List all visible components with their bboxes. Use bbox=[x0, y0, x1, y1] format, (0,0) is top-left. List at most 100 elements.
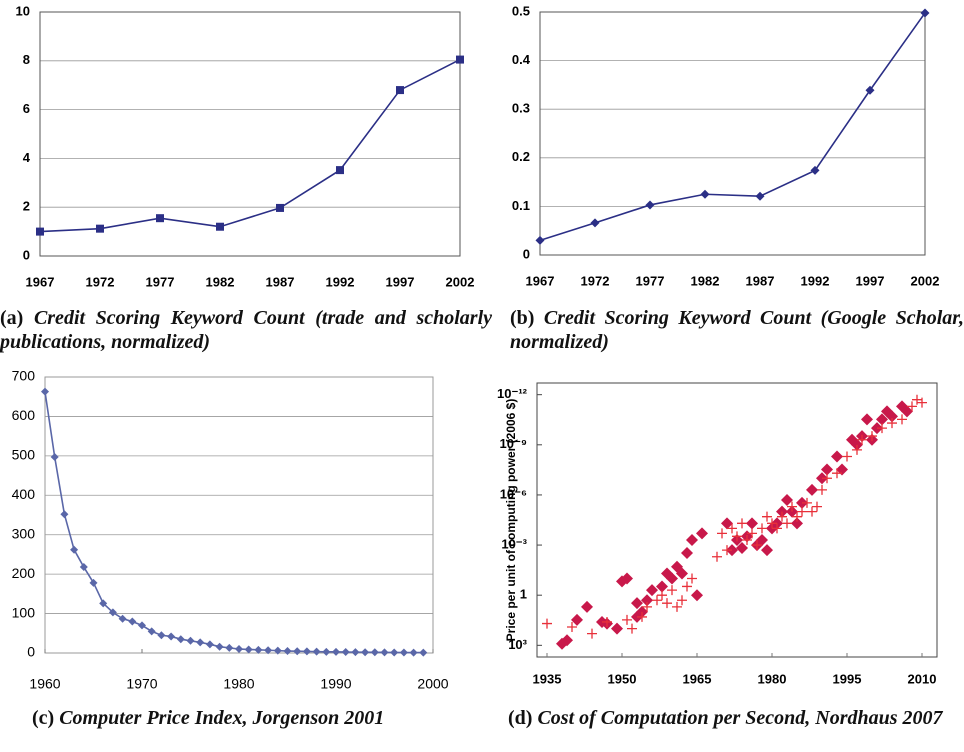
marker bbox=[332, 647, 340, 656]
marker bbox=[762, 511, 772, 522]
marker bbox=[336, 166, 344, 175]
marker bbox=[636, 605, 648, 618]
marker bbox=[351, 648, 360, 657]
marker bbox=[293, 647, 302, 656]
marker bbox=[657, 590, 667, 601]
y-tick-label: 10³ bbox=[508, 637, 527, 652]
x-tick-label: 1980 bbox=[223, 676, 254, 692]
x-tick-label: 1967 bbox=[526, 273, 555, 288]
marker bbox=[567, 621, 577, 632]
marker bbox=[399, 648, 408, 657]
marker bbox=[756, 534, 768, 547]
marker bbox=[736, 542, 748, 555]
y-tick-label: 0.5 bbox=[512, 3, 530, 18]
marker bbox=[322, 647, 331, 656]
marker bbox=[50, 453, 59, 462]
marker bbox=[822, 473, 832, 484]
x-tick-label: 1987 bbox=[746, 273, 775, 288]
caption-label: (a) bbox=[0, 307, 24, 329]
marker bbox=[254, 645, 263, 654]
marker bbox=[535, 235, 545, 245]
marker bbox=[642, 601, 652, 612]
marker bbox=[727, 523, 737, 534]
x-tick-label: 2000 bbox=[417, 676, 448, 692]
marker bbox=[836, 463, 848, 476]
marker bbox=[631, 597, 643, 610]
marker bbox=[920, 8, 930, 18]
marker bbox=[235, 645, 243, 654]
y-tick-label: 8 bbox=[23, 52, 30, 67]
marker bbox=[542, 618, 552, 629]
marker bbox=[802, 497, 812, 508]
marker bbox=[581, 600, 593, 613]
x-tick-label: 1972 bbox=[581, 273, 610, 288]
marker bbox=[817, 484, 827, 495]
y-tick-label: 10 bbox=[16, 3, 30, 18]
x-tick-label: 1997 bbox=[386, 274, 415, 289]
marker bbox=[396, 86, 404, 95]
marker bbox=[667, 585, 677, 596]
marker bbox=[821, 463, 833, 476]
marker bbox=[156, 214, 164, 223]
marker bbox=[810, 165, 820, 175]
marker bbox=[380, 648, 389, 657]
y-tick-label: 400 bbox=[12, 486, 36, 502]
x-tick-label: 1982 bbox=[691, 273, 720, 288]
marker bbox=[857, 434, 867, 445]
marker bbox=[712, 551, 722, 562]
marker bbox=[225, 643, 234, 652]
marker bbox=[867, 431, 877, 442]
x-tick-label: 1972 bbox=[86, 274, 115, 289]
marker bbox=[886, 410, 898, 423]
marker bbox=[700, 189, 710, 199]
y-tick-label: 1 bbox=[520, 587, 527, 602]
marker bbox=[852, 444, 862, 455]
marker bbox=[216, 222, 224, 231]
y-tick-label: 0.4 bbox=[512, 52, 531, 67]
caption-label: (b) bbox=[510, 307, 535, 329]
marker bbox=[737, 518, 747, 529]
y-tick-label: 4 bbox=[23, 150, 31, 165]
y-tick-label: 6 bbox=[23, 101, 30, 116]
x-tick-label: 2002 bbox=[446, 274, 475, 289]
y-tick-label: 300 bbox=[12, 525, 36, 541]
y-tick-label: 0.1 bbox=[512, 198, 530, 213]
x-tick-label: 2010 bbox=[908, 671, 937, 686]
marker bbox=[696, 527, 708, 540]
marker bbox=[273, 646, 282, 655]
y-tick-label: 2 bbox=[23, 199, 30, 214]
marker bbox=[812, 501, 822, 512]
caption: (c) Computer Price Index, Jorgenson 2001 bbox=[32, 706, 472, 730]
marker bbox=[787, 501, 797, 512]
marker bbox=[60, 510, 69, 519]
marker bbox=[176, 635, 185, 644]
marker bbox=[312, 647, 321, 656]
marker bbox=[96, 224, 104, 233]
marker bbox=[865, 85, 875, 95]
marker bbox=[611, 622, 623, 635]
marker bbox=[302, 647, 311, 656]
marker bbox=[590, 218, 600, 228]
marker bbox=[791, 517, 803, 530]
marker bbox=[681, 547, 693, 560]
plot-frame bbox=[536, 382, 938, 658]
marker bbox=[641, 594, 653, 607]
marker bbox=[767, 518, 777, 529]
x-tick-label: 1977 bbox=[146, 274, 175, 289]
plot-frame bbox=[44, 376, 434, 654]
marker bbox=[851, 438, 863, 451]
marker bbox=[832, 468, 842, 479]
marker bbox=[36, 227, 44, 236]
marker bbox=[761, 544, 773, 557]
marker bbox=[645, 200, 655, 210]
marker bbox=[419, 648, 428, 657]
caption-text: Credit Scoring Keyword Count (trade and … bbox=[0, 307, 493, 353]
y-tick-label: 500 bbox=[12, 447, 36, 463]
marker bbox=[656, 580, 668, 593]
marker bbox=[776, 505, 788, 518]
marker bbox=[777, 511, 787, 522]
y-tick-label: 200 bbox=[12, 565, 36, 581]
x-tick-label: 1970 bbox=[126, 676, 157, 692]
marker bbox=[118, 614, 127, 623]
